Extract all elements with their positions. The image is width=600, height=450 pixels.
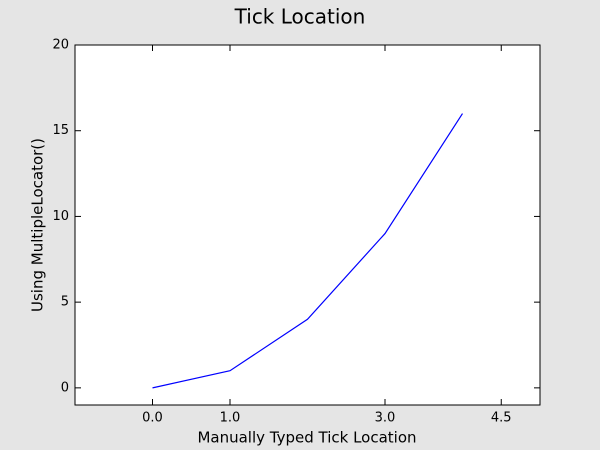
plot-area	[74, 44, 541, 406]
x-tick-label: 1.0	[220, 411, 241, 426]
y-tick-label: 0	[61, 380, 69, 395]
x-tick-label: 3.0	[375, 411, 396, 426]
data-line	[152, 113, 464, 389]
x-tick-label: 0.0	[142, 411, 163, 426]
x-axis-label: Manually Typed Tick Location	[197, 429, 416, 447]
chart-title: Tick Location	[234, 5, 366, 29]
y-tick-label: 15	[52, 123, 69, 138]
y-tick-label: 10	[52, 209, 69, 224]
y-axis-label: Using MultipleLocator()	[29, 138, 47, 312]
x-tick-label: 4.5	[491, 411, 512, 426]
y-tick-label: 20	[52, 38, 69, 53]
y-tick-label: 5	[61, 295, 69, 310]
